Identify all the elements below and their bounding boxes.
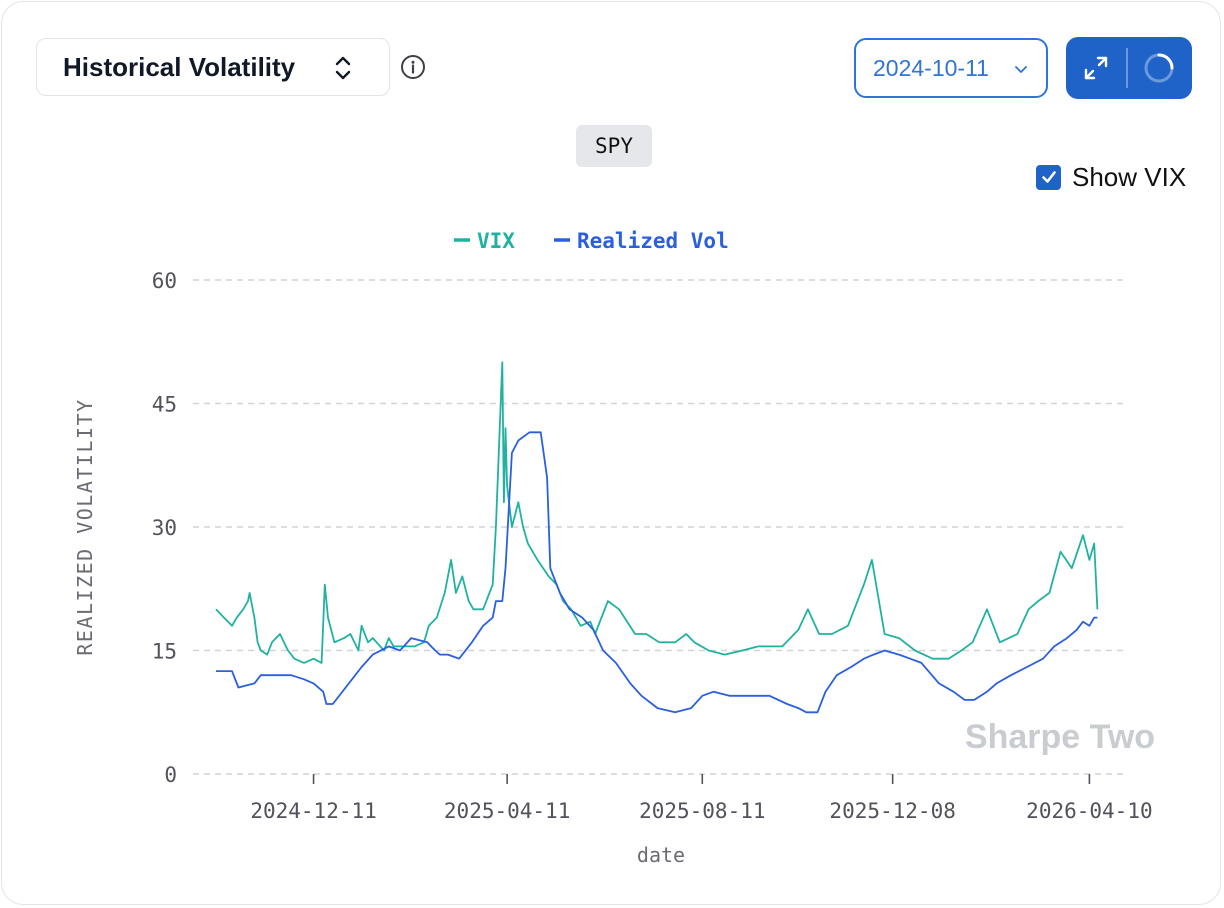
show-vix-toggle[interactable]: Show VIX — [1036, 161, 1187, 192]
y-tick-label: 30 — [152, 516, 177, 540]
x-axis-label: date — [637, 843, 685, 867]
y-tick-label: 60 — [152, 269, 177, 293]
show-vix-label: Show VIX — [1072, 161, 1187, 192]
legend-label-realized-vol: Realized Vol — [577, 229, 729, 253]
chevron-up-down-icon — [333, 55, 353, 86]
date-select[interactable]: 2024-10-11 — [854, 38, 1048, 98]
y-tick-label: 0 — [164, 763, 177, 787]
info-icon[interactable] — [400, 54, 426, 85]
ticker-badge: SPY — [576, 125, 652, 167]
x-tick-label: 2026-04-10 — [1026, 799, 1152, 823]
series-line-realized-vol — [216, 431, 1098, 714]
y-tick-label: 15 — [152, 640, 177, 664]
x-tick-label: 2025-04-11 — [444, 799, 570, 823]
x-tick-label: 2024-12-11 — [250, 799, 376, 823]
metric-select-label: Historical Volatility — [63, 51, 296, 82]
loading-spinner-icon — [1144, 53, 1174, 83]
chart-action-buttons — [1066, 37, 1192, 99]
expand-button[interactable] — [1066, 37, 1126, 99]
show-vix-checkbox[interactable] — [1036, 164, 1061, 190]
y-axis-label: REALIZED VOLATILITY — [73, 398, 97, 655]
y-tick-label: 45 — [152, 393, 177, 417]
checkmark-icon — [1041, 171, 1056, 183]
legend-label-vix: VIX — [477, 229, 515, 253]
reload-button[interactable] — [1128, 37, 1190, 99]
date-select-label: 2024-10-11 — [873, 54, 989, 81]
button-divider — [1126, 48, 1128, 88]
chevron-down-icon — [1014, 62, 1028, 80]
x-tick-label: 2025-08-11 — [639, 799, 765, 823]
metric-select[interactable]: Historical Volatility — [36, 38, 390, 96]
x-tick-label: 2025-12-08 — [829, 799, 955, 823]
watermark: Sharpe Two — [965, 718, 1155, 756]
expand-icon — [1084, 56, 1108, 80]
series-line-vix — [215, 361, 1099, 664]
